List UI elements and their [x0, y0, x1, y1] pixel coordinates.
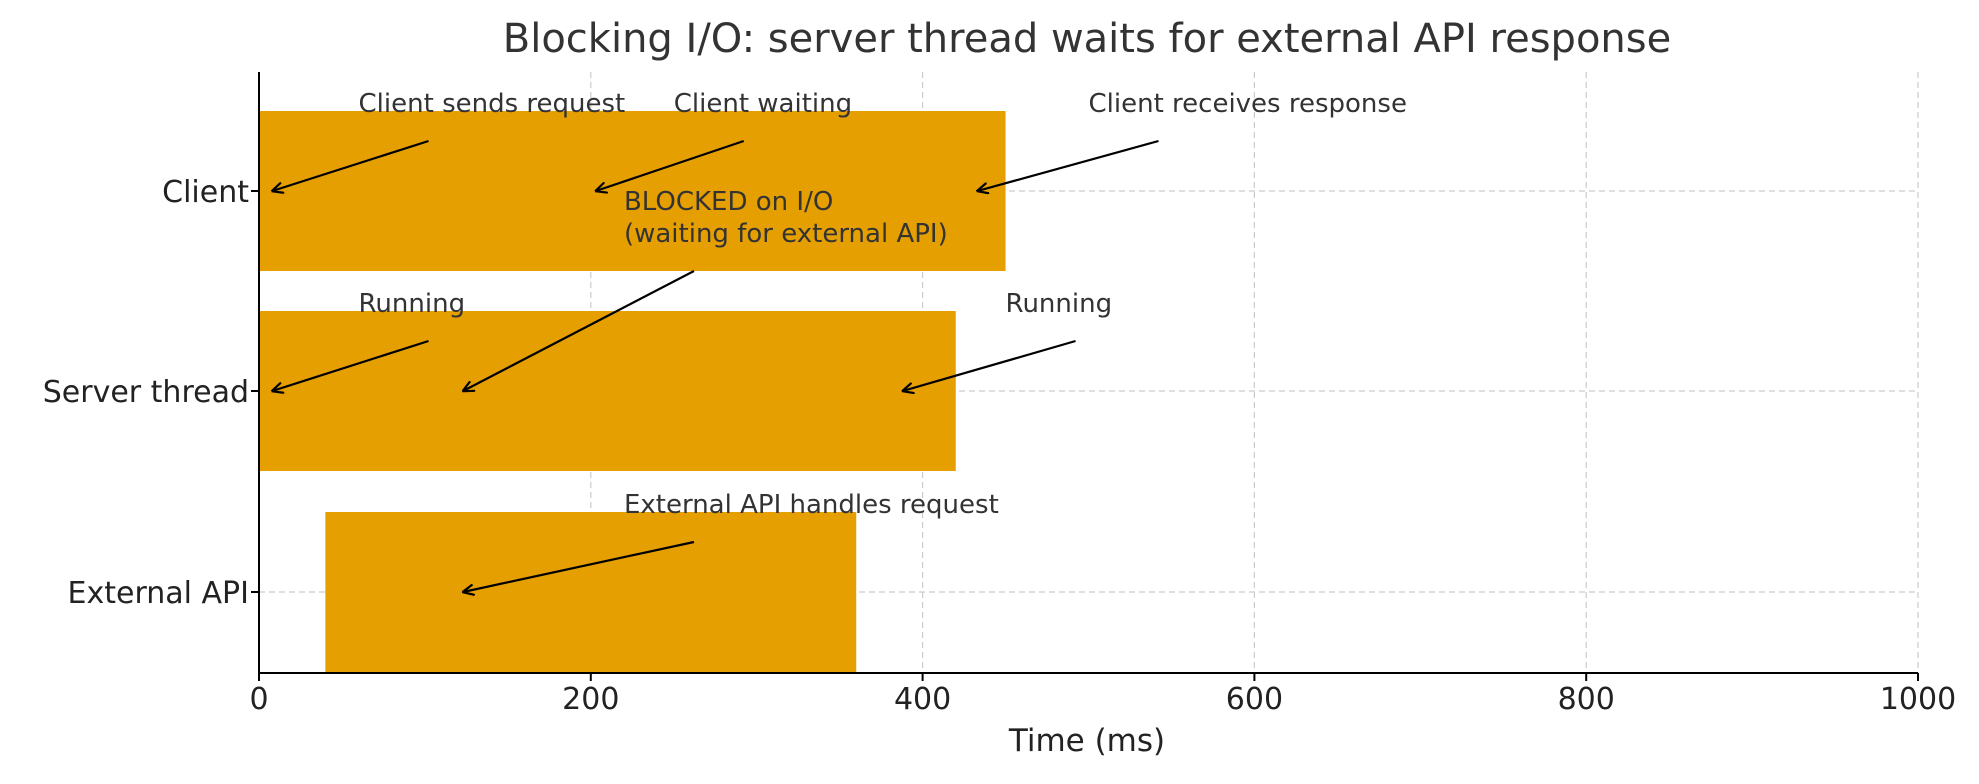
x-tick-label-5: 1000: [1880, 682, 1956, 717]
annotation-text-0: Client sends request: [359, 89, 626, 119]
annotation-line-6-0: External API handles request: [624, 490, 999, 520]
x-tick-label-3: 600: [1226, 682, 1283, 717]
axis-layer: 0 200 400 600 800 1000 Client Server thread Exte…: [43, 72, 1956, 717]
annotation-line-2-0: Client receives response: [1089, 89, 1407, 119]
annotation-text-5: Running: [1006, 289, 1113, 319]
annotation-line-0-0: Client sends request: [359, 89, 626, 119]
y-tick-label-0: Client: [162, 175, 249, 210]
annotation-text-3: BLOCKED on I/O (waiting for external API): [624, 187, 948, 249]
annotation-arrow-5: [903, 339, 1076, 391]
annotation-line-1-0: Client waiting: [674, 89, 852, 119]
bar-client: [259, 111, 1006, 271]
annotation-arrow-2: [977, 139, 1159, 191]
bar-layer: [259, 111, 1006, 672]
annotation-layer: Client sends request Client waiting Client…: [272, 89, 1407, 592]
annotation-arrow-0: [272, 139, 429, 191]
annotation-arrow-6: [463, 540, 695, 592]
x-tick-label-4: 800: [1558, 682, 1615, 717]
annotation-line-3-0: BLOCKED on I/O: [624, 187, 833, 217]
annotation-line-3-1: (waiting for external API): [624, 219, 948, 249]
annotation-text-4: Running: [359, 289, 466, 319]
annotation-line-4-0: Running: [359, 289, 466, 319]
x-tick-label-0: 0: [249, 682, 268, 717]
annotation-arrow-1: [596, 139, 745, 191]
x-tick-label-2: 400: [894, 682, 951, 717]
y-tick-label-1: Server thread: [43, 375, 249, 410]
bar-external-api: [325, 512, 857, 672]
chart-title: Blocking I/O: server thread waits for ex…: [503, 16, 1671, 62]
annotation-text-2: Client receives response: [1089, 89, 1407, 119]
bar-server-thread: [259, 311, 956, 471]
x-tick-label-1: 200: [562, 682, 619, 717]
annotation-line-5-0: Running: [1006, 289, 1113, 319]
x-axis-label: Time (ms): [1008, 723, 1165, 759]
annotation-arrow-4: [272, 339, 429, 391]
annotation-text-6: External API handles request: [624, 490, 999, 520]
y-tick-label-2: External API: [68, 576, 249, 611]
annotation-text-1: Client waiting: [674, 89, 852, 119]
annotation-arrow-3: [463, 270, 695, 391]
